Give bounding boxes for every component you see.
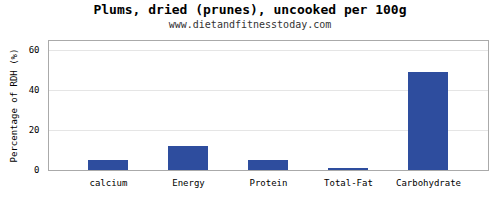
svg-text:Carbohydrate: Carbohydrate bbox=[396, 178, 461, 188]
svg-text:Protein: Protein bbox=[250, 178, 288, 188]
html-text:www.dietandfitnesstoday.com: www.dietandfitnesstoday.com bbox=[168, 19, 332, 30]
html-text:Plums, dried (prunes), uncooke: Plums, dried (prunes), uncooked per 100g bbox=[93, 2, 407, 17]
svg-text:20: 20 bbox=[29, 125, 40, 135]
svg-text:Energy: Energy bbox=[172, 178, 205, 188]
svg-text:calcium: calcium bbox=[90, 178, 128, 188]
svg-text:40: 40 bbox=[29, 85, 40, 95]
svg-text:Percentage of RDH (%): Percentage of RDH (%) bbox=[9, 49, 19, 163]
svg-text:0: 0 bbox=[34, 165, 39, 175]
svg-text:Total-Fat: Total-Fat bbox=[324, 178, 373, 188]
svg-text:60: 60 bbox=[29, 45, 40, 55]
